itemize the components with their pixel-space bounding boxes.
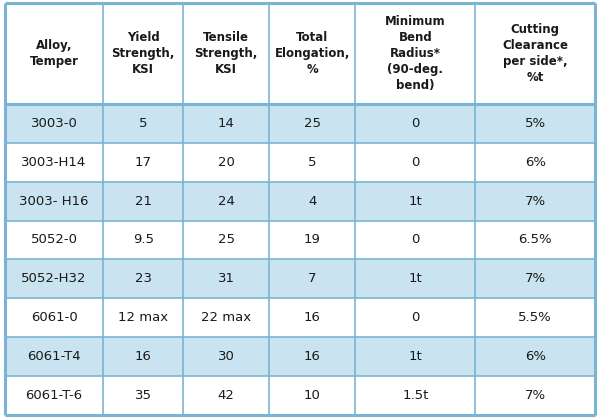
Text: 0: 0 (411, 156, 419, 169)
Text: 16: 16 (304, 350, 321, 363)
Text: 5%: 5% (524, 117, 546, 130)
Text: 5: 5 (139, 117, 148, 130)
Text: 12 max: 12 max (118, 311, 168, 324)
Text: Alloy,
Temper: Alloy, Temper (29, 39, 79, 68)
Text: 16: 16 (135, 350, 152, 363)
Text: 1.5t: 1.5t (402, 389, 428, 402)
Text: 10: 10 (304, 389, 321, 402)
Text: 6%: 6% (525, 156, 546, 169)
Text: 31: 31 (218, 272, 235, 285)
Text: 5.5%: 5.5% (518, 311, 552, 324)
Text: 3003-H14: 3003-H14 (22, 156, 86, 169)
Text: 6.5%: 6.5% (518, 234, 552, 247)
Text: 9.5: 9.5 (133, 234, 154, 247)
Text: Yield
Strength,
KSI: Yield Strength, KSI (112, 31, 175, 76)
Text: 7%: 7% (524, 389, 546, 402)
Text: 24: 24 (218, 195, 235, 208)
Text: 6061-0: 6061-0 (31, 311, 77, 324)
Text: 5052-H32: 5052-H32 (21, 272, 87, 285)
Text: 1t: 1t (409, 195, 422, 208)
Text: 3003-0: 3003-0 (31, 117, 77, 130)
Text: 1t: 1t (409, 350, 422, 363)
Text: 6061-T-6: 6061-T-6 (25, 389, 83, 402)
Text: 0: 0 (411, 234, 419, 247)
Text: 7: 7 (308, 272, 317, 285)
Text: 5052-0: 5052-0 (31, 234, 77, 247)
Bar (5, 182, 595, 221)
Bar (5, 104, 595, 143)
Text: 6061-T4: 6061-T4 (27, 350, 81, 363)
Text: 7%: 7% (524, 195, 546, 208)
Text: 25: 25 (218, 234, 235, 247)
Bar (5, 260, 595, 298)
Text: 30: 30 (218, 350, 235, 363)
Text: 3003- H16: 3003- H16 (19, 195, 89, 208)
Text: 4: 4 (308, 195, 316, 208)
Text: 21: 21 (134, 195, 152, 208)
Text: 42: 42 (218, 389, 235, 402)
Text: 23: 23 (134, 272, 152, 285)
Text: 20: 20 (218, 156, 235, 169)
Text: Tensile
Strength,
KSI: Tensile Strength, KSI (194, 31, 258, 76)
Text: Minimum
Bend
Radius*
(90-deg.
bend): Minimum Bend Radius* (90-deg. bend) (385, 15, 446, 92)
Text: 22 max: 22 max (201, 311, 251, 324)
Bar (5, 337, 595, 376)
Bar (5, 3, 595, 104)
Bar (5, 221, 595, 260)
Text: Cutting
Clearance
per side*,
%t: Cutting Clearance per side*, %t (502, 23, 568, 84)
Text: 0: 0 (411, 311, 419, 324)
Bar (5, 143, 595, 182)
Text: 16: 16 (304, 311, 321, 324)
Text: 17: 17 (134, 156, 152, 169)
Text: 7%: 7% (524, 272, 546, 285)
Text: 6%: 6% (525, 350, 546, 363)
Text: 19: 19 (304, 234, 321, 247)
Text: 25: 25 (304, 117, 321, 130)
Text: 14: 14 (218, 117, 235, 130)
Text: Total
Elongation,
%: Total Elongation, % (275, 31, 350, 76)
Text: 35: 35 (134, 389, 152, 402)
Bar (5, 376, 595, 415)
Text: 5: 5 (308, 156, 317, 169)
Text: 1t: 1t (409, 272, 422, 285)
Bar (5, 298, 595, 337)
Text: 0: 0 (411, 117, 419, 130)
